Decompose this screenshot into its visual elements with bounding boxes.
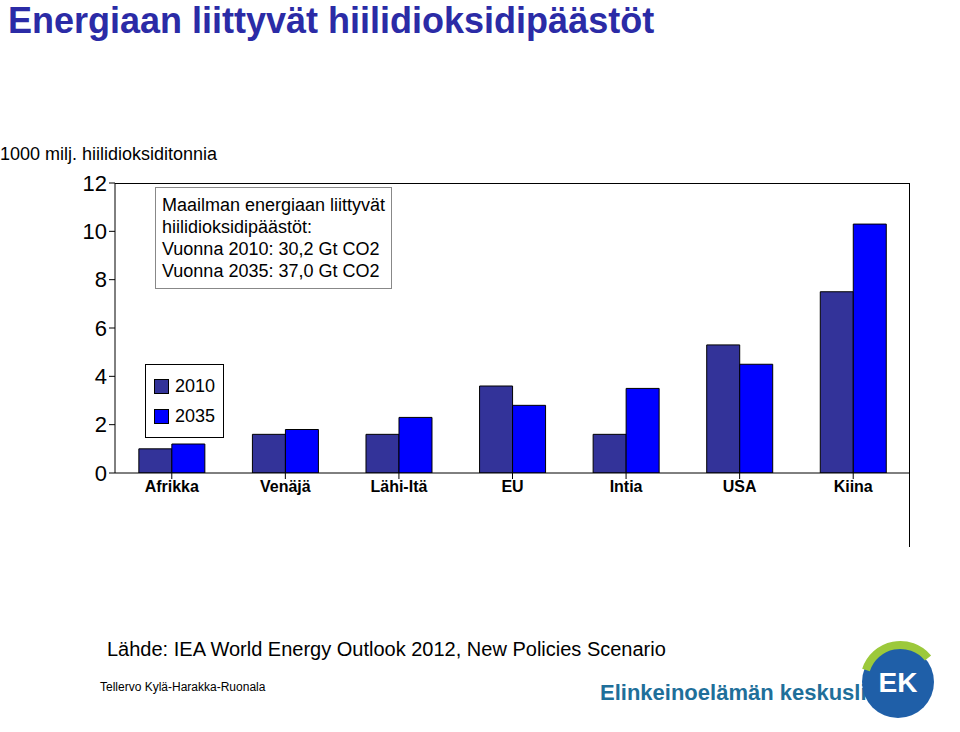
svg-text:Venäjä: Venäjä bbox=[260, 478, 311, 495]
svg-text:EU: EU bbox=[501, 478, 523, 495]
svg-text:10: 10 bbox=[83, 219, 107, 244]
svg-text:8: 8 bbox=[95, 267, 107, 292]
svg-text:4: 4 bbox=[95, 364, 107, 389]
svg-text:Kiina: Kiina bbox=[834, 478, 873, 495]
svg-text:Lähi-Itä: Lähi-Itä bbox=[370, 478, 427, 495]
svg-text:6: 6 bbox=[95, 316, 107, 341]
svg-text:0: 0 bbox=[95, 461, 107, 486]
svg-text:EK: EK bbox=[879, 667, 918, 698]
svg-text:Intia: Intia bbox=[610, 478, 643, 495]
svg-text:2: 2 bbox=[95, 412, 107, 437]
svg-text:Afrikka: Afrikka bbox=[145, 478, 199, 495]
svg-text:12: 12 bbox=[83, 171, 107, 196]
svg-text:USA: USA bbox=[723, 478, 757, 495]
